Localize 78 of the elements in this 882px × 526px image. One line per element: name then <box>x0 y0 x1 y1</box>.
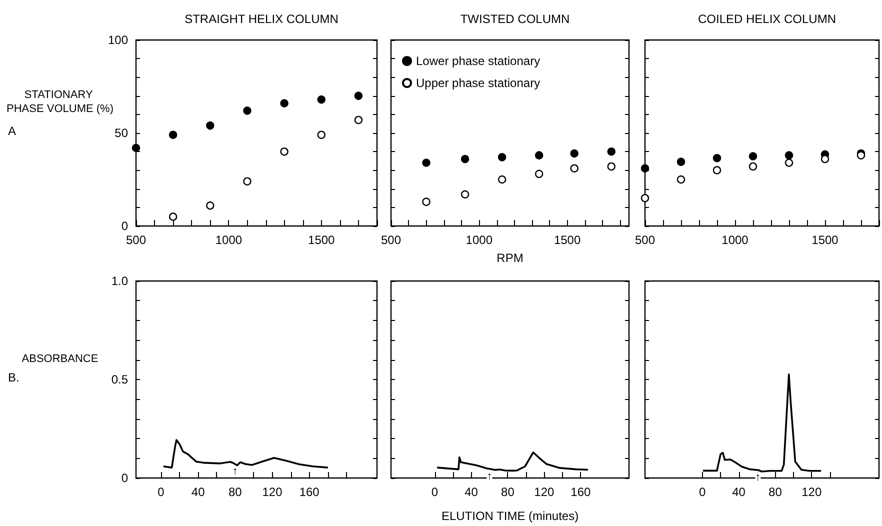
x-axis-title: ELUTION TIME (minutes) <box>441 509 579 523</box>
point <box>640 164 650 172</box>
chart-title: TWISTED COLUMN <box>460 12 570 26</box>
text: A <box>8 124 16 138</box>
point <box>712 166 722 174</box>
x-tick-label: 0 <box>431 485 438 499</box>
x-tick-label: 1500 <box>554 233 581 247</box>
x-tick-label: 500 <box>380 233 402 247</box>
annotation: ↑ <box>486 470 492 482</box>
y-tick-label: 50 <box>114 126 128 140</box>
x-tick-label: 0 <box>699 485 706 499</box>
x-tick-label: 1000 <box>215 233 242 247</box>
point <box>498 153 506 162</box>
point <box>280 99 288 108</box>
x-tick-label: 40 <box>732 485 746 499</box>
point <box>422 158 430 167</box>
x-tick-label: 500 <box>634 233 656 247</box>
point <box>280 148 288 156</box>
y-tick-label: 0 <box>121 471 128 485</box>
chart-title: STRAIGHT HELIX COLUMN <box>184 12 338 26</box>
point <box>354 92 363 100</box>
point <box>570 164 578 172</box>
point <box>534 170 544 178</box>
y-axis-title: ABSORBANCE <box>22 353 98 365</box>
x-tick-label: 160 <box>299 485 320 499</box>
y-tick-label: 0 <box>121 219 128 233</box>
x-axis-title: RPM <box>496 251 524 265</box>
annotation: ↑ <box>755 472 761 484</box>
point <box>354 116 363 124</box>
x-tick-label: 0 <box>158 485 165 499</box>
point <box>570 149 578 158</box>
point <box>243 177 252 186</box>
point <box>607 148 616 156</box>
legend-label: Upper phase stationary <box>416 76 540 90</box>
point <box>243 106 252 115</box>
point <box>460 190 470 198</box>
x-tick-label: 120 <box>262 485 283 499</box>
point <box>676 175 686 184</box>
y-tick-label: 1.0 <box>111 274 128 288</box>
point <box>784 158 794 167</box>
point <box>784 151 794 160</box>
point <box>168 212 178 221</box>
y-tick-label: 0.5 <box>111 372 128 386</box>
point <box>460 154 470 164</box>
point <box>168 130 178 139</box>
point <box>607 162 616 171</box>
point <box>317 95 326 104</box>
point <box>676 158 686 166</box>
x-tick-label: 500 <box>126 233 146 247</box>
point <box>132 144 140 152</box>
x-tick-label: 80 <box>768 485 782 499</box>
y-tick-label: 100 <box>108 33 128 47</box>
x-tick-label: 1500 <box>308 233 336 247</box>
x-tick-label: 120 <box>802 485 822 499</box>
point <box>748 152 758 160</box>
point <box>534 151 544 160</box>
point <box>748 162 758 171</box>
x-tick-label: 120 <box>534 485 555 499</box>
point <box>498 175 506 184</box>
point <box>422 198 430 206</box>
point <box>712 154 722 162</box>
point <box>206 201 214 210</box>
x-tick-label: 1000 <box>722 233 749 247</box>
x-tick-label: 1000 <box>466 233 493 247</box>
legend-label: Lower phase stationary <box>416 54 540 68</box>
text: B. <box>8 370 20 384</box>
y-axis-title: STATIONARY PHASE VOLUME (%) <box>6 89 114 115</box>
point <box>317 130 326 139</box>
point <box>640 194 650 202</box>
x-tick-label: 1500 <box>812 233 839 247</box>
x-tick-label: 40 <box>464 485 478 499</box>
x-tick-label: 160 <box>570 485 592 499</box>
annotation: ↑ <box>232 466 238 478</box>
point <box>206 121 214 130</box>
chart-title: COILED HELIX COLUMN <box>698 12 836 26</box>
x-tick-label: 80 <box>501 485 515 499</box>
x-tick-label: 40 <box>191 485 206 499</box>
x-tick-label: 80 <box>228 485 242 499</box>
